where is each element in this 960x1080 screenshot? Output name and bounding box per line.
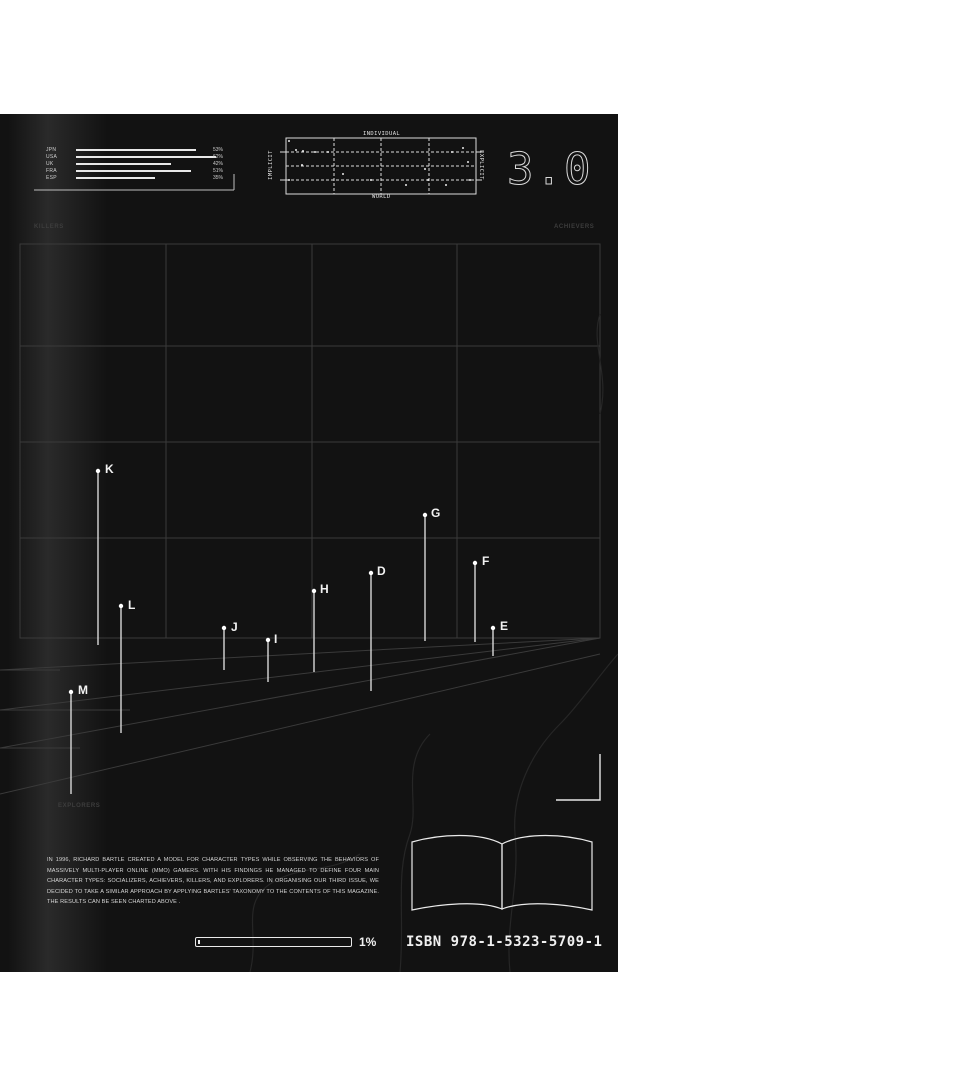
mini-chart-bottom-label: WORLD <box>372 194 391 200</box>
quadrant-label-killers: KILLERS <box>34 224 64 230</box>
quadrant-grid <box>0 243 601 795</box>
issue-number: 3.0 <box>506 144 593 196</box>
marker-label: K <box>105 462 114 476</box>
corner-bracket <box>556 754 601 801</box>
language-bar <box>76 156 216 158</box>
marker-label: M <box>78 683 88 697</box>
marker-label: D <box>377 564 386 578</box>
marker-label: I <box>274 632 277 646</box>
marker-label: E <box>500 619 508 633</box>
mini-chart-left-label: IMPLICIT <box>267 150 274 180</box>
progress-fill <box>198 940 200 944</box>
mini-chart-points <box>288 140 471 186</box>
language-percent: 35% <box>213 175 224 181</box>
marker-dots <box>68 468 496 695</box>
marker-label: L <box>128 598 135 612</box>
language-code: FRA <box>46 168 57 174</box>
language-percent: 53% <box>213 147 224 153</box>
language-bar <box>76 177 156 179</box>
mini-scatter-chart <box>280 137 482 195</box>
language-bar <box>76 163 171 165</box>
language-percent: 42% <box>213 161 224 167</box>
marker-label: G <box>431 506 440 520</box>
language-code: ESP <box>46 175 57 181</box>
marker-labels: K L M J I H D G F E <box>78 462 508 697</box>
progress-percent: 1% <box>359 935 377 949</box>
mini-chart-top-label: INDIVIDUAL <box>363 131 401 137</box>
quadrant-label-explorers: EXPLORERS <box>58 803 101 809</box>
marker-label: F <box>482 554 489 568</box>
language-percent: 51% <box>213 168 224 174</box>
quadrant-label-achievers: ACHIEVERS <box>554 224 595 230</box>
language-percent: 62% <box>213 154 224 160</box>
intro-paragraph: IN 1996, RICHARD BARTLE CREATED A MODEL … <box>47 857 379 906</box>
progress-bar <box>195 937 352 947</box>
marker-stems <box>70 471 494 794</box>
language-code: UK <box>46 161 54 167</box>
light-leak <box>8 114 108 972</box>
language-code: USA <box>46 154 58 160</box>
open-book-icon <box>411 834 593 911</box>
language-bar <box>76 170 192 172</box>
map-texture <box>249 313 618 972</box>
isbn-code: ISBN 978-1-5323-5709-1 <box>406 934 603 950</box>
magazine-cover: JPN 53% USA 62% UK 42% FRA 51% ESP 35% <box>0 114 618 972</box>
marker-label: H <box>320 582 329 596</box>
graphic-layer: K L M J I H D G F E <box>0 137 618 972</box>
language-code: JPN <box>46 147 57 153</box>
mini-chart-right-label: EXPLICIT <box>477 150 484 180</box>
marker-label: J <box>231 620 238 634</box>
language-bar <box>76 149 196 151</box>
